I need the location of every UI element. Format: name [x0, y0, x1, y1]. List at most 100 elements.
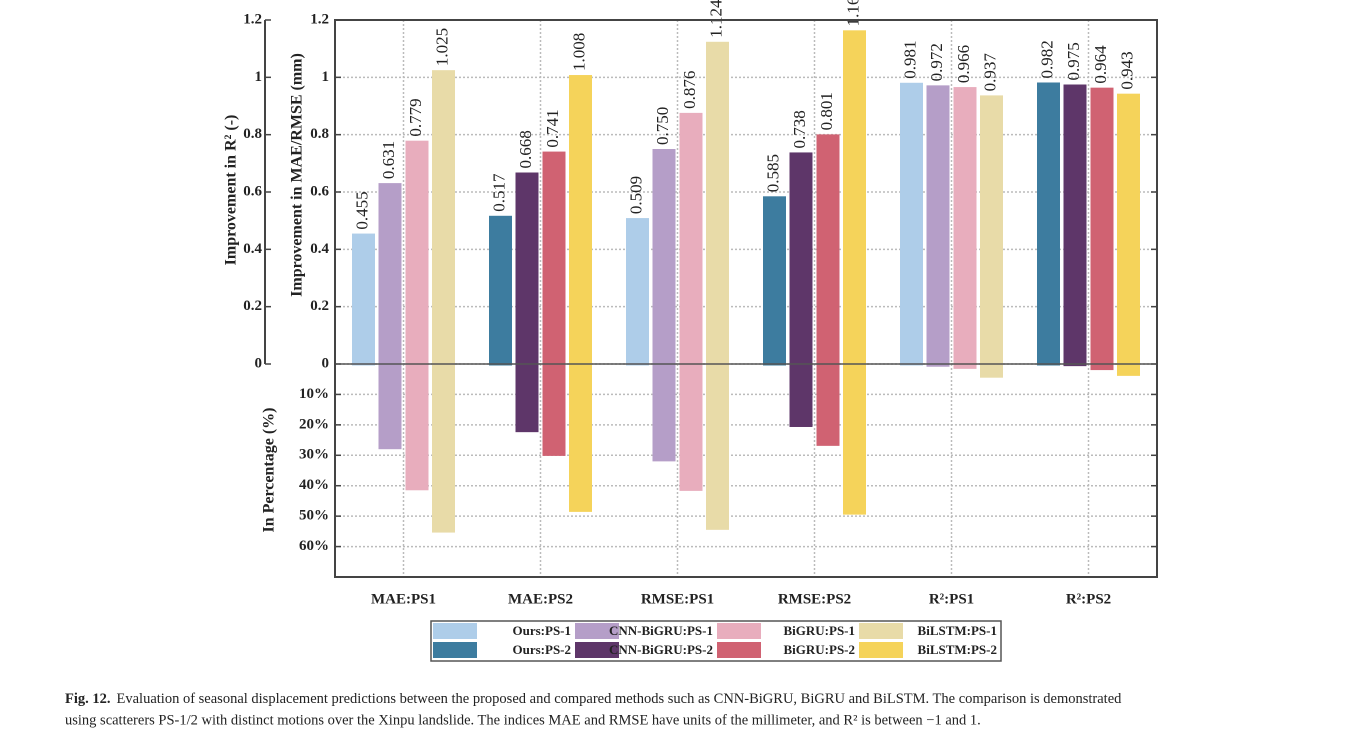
- percent-bar: [980, 364, 1003, 378]
- value-label: 0.937: [980, 53, 999, 92]
- percent-bar: [432, 364, 455, 533]
- percent-bar: [1063, 364, 1087, 367]
- value-label: 1.025: [432, 28, 451, 66]
- y-tick-label: 0.4: [310, 241, 329, 257]
- y-tick-label: 20%: [299, 416, 329, 432]
- value-label: 0.966: [954, 45, 973, 83]
- y-tick-label: 50%: [299, 508, 329, 524]
- percent-bar: [926, 364, 950, 367]
- percent-bar: [953, 364, 977, 369]
- bar: [1037, 82, 1060, 364]
- legend-swatch: [717, 642, 761, 658]
- y-tick-label: 0.6: [243, 183, 262, 199]
- bar: [1090, 87, 1114, 365]
- percent-bar: [515, 364, 539, 433]
- value-label: 0.750: [653, 107, 672, 145]
- y-tick-label: 0.2: [243, 298, 262, 314]
- y-tick-label: 1: [255, 69, 263, 85]
- y-tick-label: 0.4: [243, 241, 262, 257]
- y-tick-label: 0: [255, 355, 263, 371]
- value-label: 0.975: [1064, 42, 1083, 80]
- percent-bar: [843, 364, 866, 515]
- bar: [515, 172, 539, 364]
- y-tick-label: 0.8: [243, 126, 262, 142]
- y-tick-label: 30%: [299, 447, 329, 463]
- bar: [843, 30, 866, 364]
- value-label: 1.124: [706, 0, 725, 38]
- value-label: 0.982: [1037, 40, 1056, 78]
- bar: [900, 82, 923, 364]
- legend-label: Ours:PS-2: [513, 642, 572, 657]
- y-tick-label: 1: [322, 69, 330, 85]
- bar: [489, 215, 512, 364]
- bar: [652, 149, 676, 364]
- x-tick-label: MAE:PS1: [371, 591, 436, 607]
- legend-box: [430, 620, 1002, 662]
- percent-bar: [706, 364, 729, 530]
- bar: [626, 218, 649, 364]
- value-label: 0.943: [1117, 51, 1136, 89]
- value-label: 0.801: [817, 92, 836, 130]
- caption-text: Evaluation of seasonal displacement pred…: [117, 691, 1123, 707]
- y-tick-label: 0.6: [310, 183, 329, 199]
- legend-swatch: [575, 623, 619, 639]
- legend-label: CNN-BiGRU:PS-2: [609, 642, 713, 657]
- y-label-pct: In Percentage (%): [261, 408, 278, 533]
- percent-bar: [378, 364, 402, 450]
- x-tick-label: R²:PS1: [929, 591, 974, 607]
- y-tick-label: 40%: [299, 477, 329, 493]
- percent-bar: [652, 364, 676, 462]
- x-tick-label: MAE:PS2: [508, 591, 573, 607]
- value-label: 1.164: [843, 0, 862, 26]
- percent-bar: [1117, 364, 1140, 376]
- legend-swatch: [717, 623, 761, 639]
- bar: [926, 85, 950, 365]
- y-tick-label: 0.2: [310, 298, 329, 314]
- legend-label: BiGRU:PS-2: [784, 642, 856, 657]
- bar: [432, 70, 455, 365]
- legend-swatch: [433, 642, 477, 658]
- percent-bar: [679, 364, 703, 491]
- plot-frame: [334, 19, 1158, 578]
- y-tick-label: 0.8: [310, 126, 329, 142]
- value-label: 0.876: [680, 71, 699, 109]
- y-tick-label: 10%: [299, 386, 329, 402]
- value-label: 0.517: [489, 173, 508, 212]
- y-tick-label: 1.2: [243, 11, 262, 27]
- caption-label: Fig. 12.: [65, 691, 111, 707]
- legend-label: BiLSTM:PS-2: [918, 642, 997, 657]
- y-label-r2: Improvement in R² (-): [223, 115, 240, 266]
- bar: [953, 87, 977, 364]
- value-label: 0.585: [763, 154, 782, 192]
- y-tick-label: 60%: [299, 538, 329, 554]
- value-label: 0.455: [352, 191, 371, 229]
- value-label: 0.668: [516, 130, 535, 168]
- bar: [542, 151, 566, 364]
- value-label: 0.631: [379, 141, 398, 179]
- x-tick-label: R²:PS2: [1066, 591, 1111, 607]
- percent-bar: [789, 364, 813, 427]
- value-label: 0.779: [406, 98, 425, 136]
- value-label: 0.981: [900, 41, 919, 79]
- caption-line: Fig. 12. Evaluation of seasonal displacem…: [65, 691, 1122, 707]
- value-label: 0.738: [790, 110, 809, 148]
- legend-label: BiLSTM:PS-1: [918, 623, 997, 638]
- percent-bar: [569, 364, 592, 512]
- percent-bar: [1090, 364, 1114, 371]
- caption-line: using scatterers PS-1/2 with distinct mo…: [65, 712, 981, 728]
- x-tick-label: RMSE:PS1: [641, 591, 714, 607]
- value-label: 0.964: [1091, 45, 1110, 84]
- bar: [352, 233, 375, 364]
- bar: [980, 95, 1003, 364]
- legend-swatch: [575, 642, 619, 658]
- legend-label: Ours:PS-1: [513, 623, 572, 638]
- y-tick-label: 0: [322, 355, 330, 371]
- bar: [679, 112, 703, 364]
- bar: [1117, 93, 1140, 364]
- legend-label: CNN-BiGRU:PS-1: [609, 623, 713, 638]
- x-tick-label: RMSE:PS2: [778, 591, 851, 607]
- percent-bar: [405, 364, 429, 491]
- value-label: 1.008: [569, 33, 588, 71]
- legend-swatch: [859, 623, 903, 639]
- bar: [1063, 84, 1087, 364]
